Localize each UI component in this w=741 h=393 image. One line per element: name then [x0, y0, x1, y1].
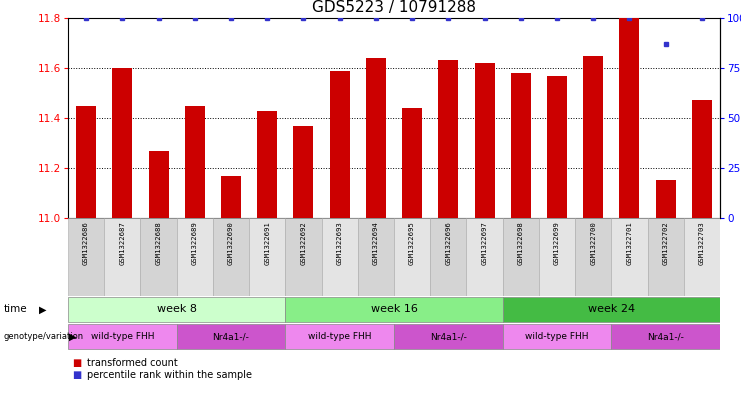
- Bar: [257, 110, 277, 218]
- Bar: [330, 70, 350, 218]
- Bar: [648, 218, 684, 296]
- Bar: [394, 218, 431, 296]
- Text: ■: ■: [72, 358, 81, 368]
- Bar: [249, 218, 285, 296]
- Bar: [176, 218, 213, 296]
- Bar: [285, 218, 322, 296]
- Text: GSM1322688: GSM1322688: [156, 221, 162, 265]
- Text: week 16: week 16: [370, 305, 417, 314]
- Bar: [394, 324, 502, 349]
- Text: week 8: week 8: [156, 305, 196, 314]
- Bar: [149, 151, 168, 218]
- Title: GDS5223 / 10791288: GDS5223 / 10791288: [312, 0, 476, 15]
- Text: week 24: week 24: [588, 305, 635, 314]
- Text: GSM1322696: GSM1322696: [445, 221, 451, 265]
- Text: time: time: [4, 305, 27, 314]
- Text: genotype/variation: genotype/variation: [4, 332, 84, 341]
- Text: ▶: ▶: [69, 332, 76, 342]
- Bar: [611, 218, 648, 296]
- Text: GSM1322700: GSM1322700: [591, 221, 597, 265]
- Bar: [104, 218, 141, 296]
- Bar: [221, 176, 241, 218]
- Text: wild-type FHH: wild-type FHH: [308, 332, 371, 341]
- Text: wild-type FHH: wild-type FHH: [525, 332, 589, 341]
- Bar: [113, 68, 133, 218]
- Text: GSM1322703: GSM1322703: [699, 221, 705, 265]
- Text: GSM1322692: GSM1322692: [300, 221, 307, 265]
- Text: ▶: ▶: [39, 305, 47, 314]
- Text: GSM1322701: GSM1322701: [626, 221, 633, 265]
- Bar: [285, 298, 502, 321]
- Bar: [575, 218, 611, 296]
- Text: GSM1322698: GSM1322698: [518, 221, 524, 265]
- Text: ■: ■: [72, 370, 81, 380]
- Bar: [141, 218, 176, 296]
- Text: transformed count: transformed count: [87, 358, 177, 368]
- Bar: [511, 73, 531, 218]
- Bar: [76, 105, 96, 218]
- Text: GSM1322694: GSM1322694: [373, 221, 379, 265]
- Bar: [684, 218, 720, 296]
- Text: GSM1322687: GSM1322687: [119, 221, 125, 265]
- Bar: [68, 324, 176, 349]
- Text: GSM1322691: GSM1322691: [265, 221, 270, 265]
- Bar: [402, 108, 422, 218]
- Text: GSM1322695: GSM1322695: [409, 221, 415, 265]
- Bar: [293, 125, 313, 218]
- Bar: [619, 18, 639, 218]
- Bar: [474, 63, 494, 218]
- Bar: [68, 298, 285, 321]
- Text: GSM1322690: GSM1322690: [228, 221, 234, 265]
- Text: GSM1322699: GSM1322699: [554, 221, 560, 265]
- Bar: [583, 55, 603, 218]
- Text: GSM1322693: GSM1322693: [336, 221, 342, 265]
- Bar: [656, 180, 676, 218]
- Bar: [185, 105, 205, 218]
- Bar: [285, 324, 394, 349]
- Text: Nr4a1-/-: Nr4a1-/-: [647, 332, 684, 341]
- Bar: [322, 218, 358, 296]
- Bar: [213, 218, 249, 296]
- Text: GSM1322702: GSM1322702: [662, 221, 668, 265]
- Text: GSM1322689: GSM1322689: [192, 221, 198, 265]
- Bar: [692, 101, 712, 218]
- Bar: [502, 324, 611, 349]
- Text: Nr4a1-/-: Nr4a1-/-: [430, 332, 467, 341]
- Bar: [176, 324, 285, 349]
- Bar: [539, 218, 575, 296]
- Text: GSM1322686: GSM1322686: [83, 221, 89, 265]
- Bar: [547, 75, 567, 218]
- Bar: [358, 218, 394, 296]
- Bar: [68, 218, 104, 296]
- Bar: [502, 218, 539, 296]
- Text: percentile rank within the sample: percentile rank within the sample: [87, 370, 251, 380]
- Text: GSM1322697: GSM1322697: [482, 221, 488, 265]
- Text: Nr4a1-/-: Nr4a1-/-: [213, 332, 250, 341]
- Bar: [431, 218, 466, 296]
- Text: wild-type FHH: wild-type FHH: [90, 332, 154, 341]
- Bar: [611, 324, 720, 349]
- Bar: [466, 218, 502, 296]
- Bar: [366, 58, 386, 218]
- Bar: [502, 298, 720, 321]
- Bar: [439, 61, 458, 218]
